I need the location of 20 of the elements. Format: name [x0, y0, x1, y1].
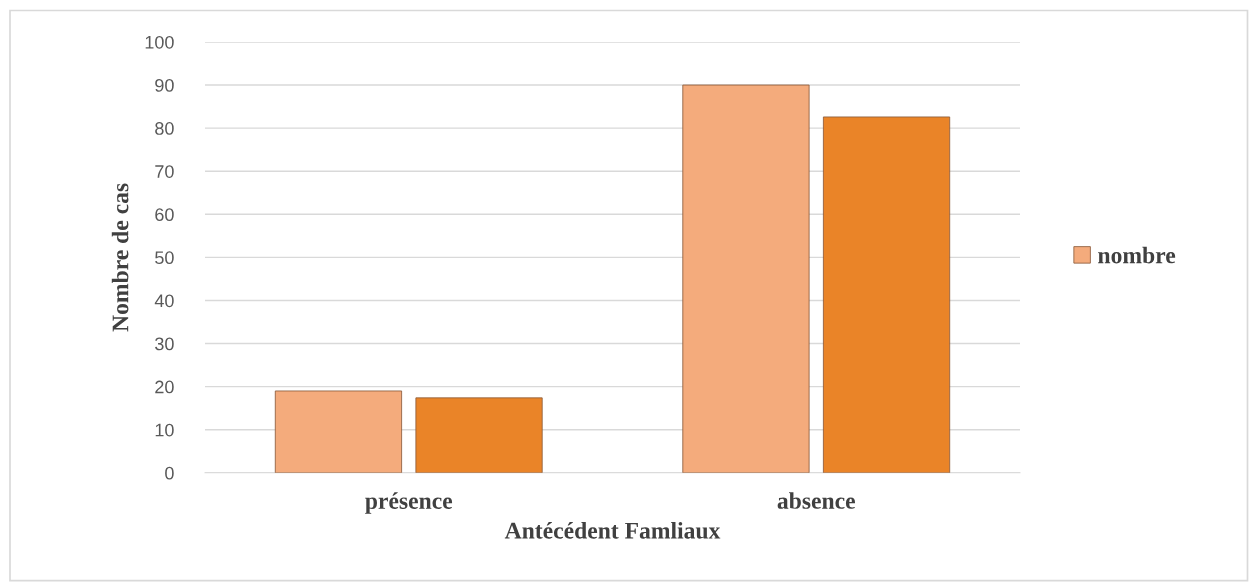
y-tick-label: 40: [154, 294, 174, 308]
y-tick-label: 20: [155, 380, 174, 394]
y-tick-label: 30: [155, 337, 174, 351]
bar: [274, 390, 403, 473]
y-tick-label: 100: [145, 35, 174, 49]
x-axis-title: Antécédent Famliaux: [504, 522, 721, 539]
bar: [822, 116, 951, 473]
y-tick-label: 50: [155, 251, 174, 265]
y-tick-label: 90: [155, 78, 174, 92]
y-tick-label: 10: [155, 423, 174, 437]
legend-label: nombre: [1098, 246, 1176, 264]
y-axis-title: Nombre de cas: [111, 183, 129, 332]
y-tick-label: 60: [155, 208, 174, 222]
y-tick-label: 70: [155, 165, 174, 178]
x-tick-label: présence: [365, 492, 453, 514]
x-tick-label: absence: [777, 492, 855, 509]
y-tick-label: 80: [155, 122, 174, 135]
y-tick-label: 0: [165, 466, 174, 480]
bar: [415, 397, 543, 473]
bar: [682, 84, 810, 473]
